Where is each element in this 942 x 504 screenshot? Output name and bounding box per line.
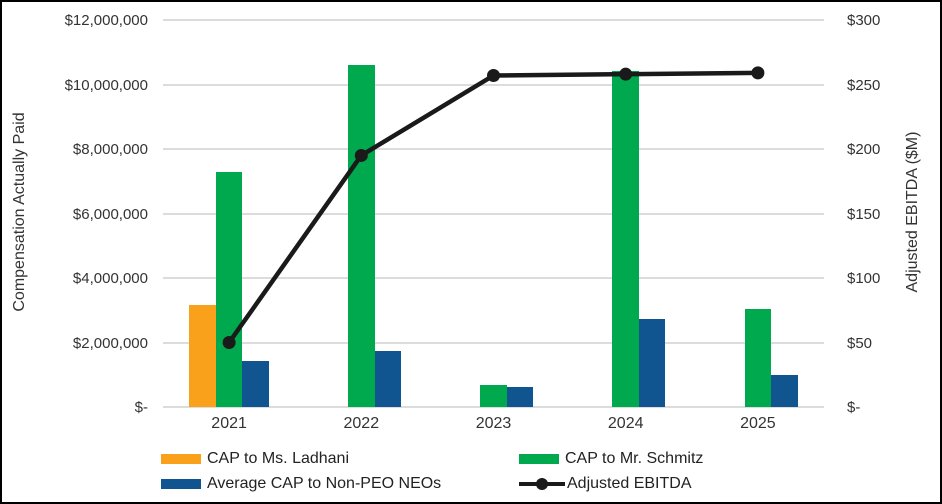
x-axis-label-2022: 2022: [343, 415, 380, 432]
right-tick-label: $300: [847, 12, 881, 29]
left-tick-label: $2,000,000: [72, 334, 148, 352]
ebitda-marker-2022: [354, 148, 368, 162]
bar-cap-to-mr-schmitz-2022: [348, 64, 375, 407]
gridline: [163, 277, 824, 279]
right-tick-label: $-: [847, 399, 861, 416]
right-tick-label: $50: [847, 334, 873, 352]
left-tick-label: $6,000,000: [72, 205, 148, 223]
gridline: [163, 406, 824, 408]
x-axis-label-2024: 2024: [607, 415, 644, 432]
right-tick-label: $100: [847, 270, 881, 287]
bar-cap-to-mr-schmitz-2025: [744, 308, 772, 407]
left-axis-title: Compensation Actually Paid: [11, 112, 28, 312]
adjusted-ebitda-line: [222, 66, 765, 349]
left-tick-label: $4,000,000: [72, 270, 148, 287]
bar-cap-to-mr-schmitz-2023: [480, 385, 507, 407]
left-tick-label: $10,000,000: [64, 76, 148, 94]
gridline: [163, 148, 824, 150]
x-axis-label-2023: 2023: [475, 415, 512, 432]
legend-row-1: CAP to Ms. Ladhani CAP to Mr. Schmitz: [161, 448, 861, 470]
bar-average-cap-to-non-peo-neos-2023: [506, 386, 534, 407]
ebitda-line-path: [227, 70, 758, 344]
left-tick-label: $8,000,000: [72, 141, 148, 158]
bar-average-cap-to-non-peo-neos-2021: [242, 360, 269, 407]
right-tick-label: $150: [847, 205, 881, 223]
gridline: [163, 83, 824, 86]
legend-label-avg-cap-non-peo: Average CAP to Non-PEO NEOs: [207, 475, 442, 492]
bar-cap-to-mr-schmitz-2024: [612, 71, 639, 407]
right-tick-label: $200: [847, 141, 881, 158]
ebitda-marker-2023: [487, 68, 500, 82]
gridline: [163, 212, 824, 215]
x-axis-label-2021: 2021: [211, 415, 247, 432]
gridline: [163, 341, 824, 344]
bar-cap-to-ms-ladhani-2021: [189, 305, 216, 407]
gridline: [163, 19, 824, 21]
ebitda-marker-2025: [751, 66, 765, 80]
legend-swatch-cap-ladhani: [161, 454, 201, 464]
legend-swatch-avg-cap-non-peo: [161, 479, 201, 489]
legend-line-dot-icon: [536, 478, 548, 490]
left-tick-label: $12,000,000: [64, 12, 148, 29]
legend-swatch-cap-schmitz: [519, 454, 559, 464]
legend-label-cap-ladhani: CAP to Ms. Ladhani: [207, 450, 350, 467]
bar-average-cap-to-non-peo-neos-2025: [771, 375, 798, 407]
legend-line-marker-adjusted-ebitda: [519, 478, 565, 490]
legend-row-2: Average CAP to Non-PEO NEOs Adjusted EBI…: [161, 473, 861, 495]
plot-area: [163, 19, 824, 408]
right-tick-label: $250: [847, 76, 881, 94]
left-tick-label: $-: [134, 399, 148, 416]
legend-label-cap-schmitz: CAP to Mr. Schmitz: [565, 450, 704, 467]
bar-cap-to-mr-schmitz-2021: [215, 171, 243, 407]
right-axis-title: Adjusted EBITDA ($M): [904, 131, 921, 293]
ebitda-marker-2021: [222, 336, 236, 349]
bar-average-cap-to-non-peo-neos-2024: [638, 318, 666, 407]
legend-label-adjusted-ebitda: Adjusted EBITDA: [567, 475, 692, 492]
bar-average-cap-to-non-peo-neos-2022: [374, 350, 402, 407]
ebitda-marker-2024: [619, 67, 633, 81]
x-axis-label-2025: 2025: [740, 415, 776, 432]
